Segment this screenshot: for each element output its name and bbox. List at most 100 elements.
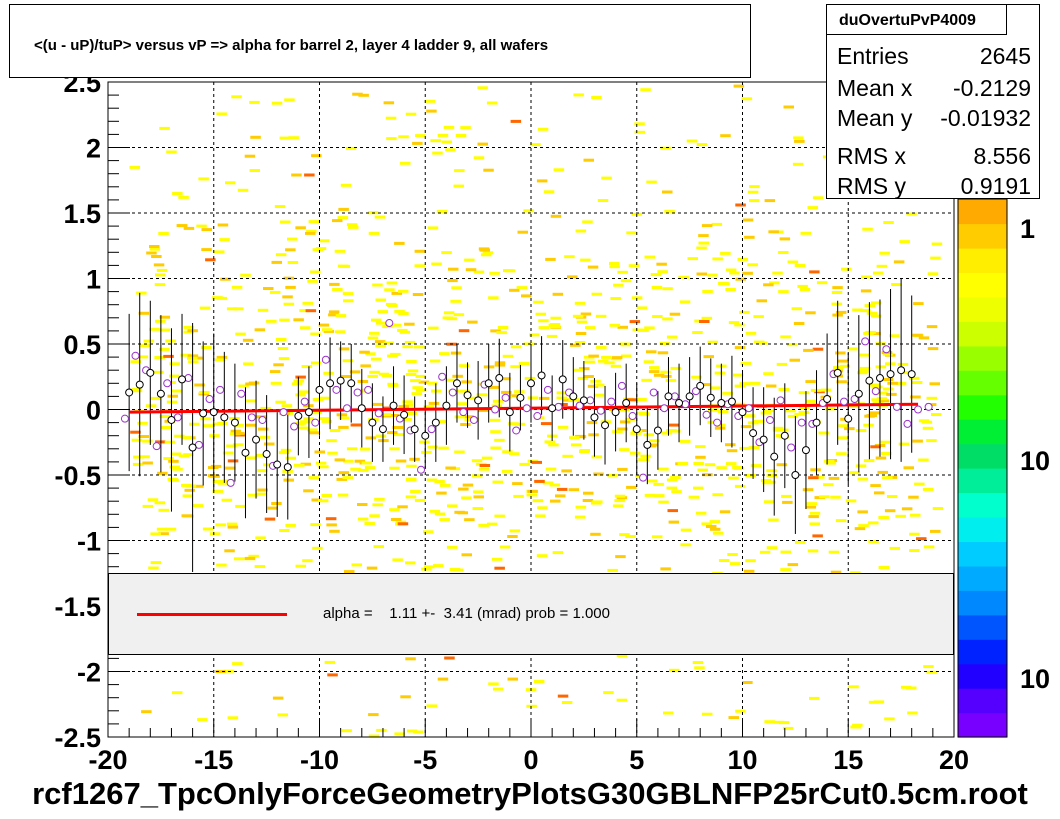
heatmap-cell <box>240 273 251 277</box>
heatmap-cell <box>148 566 159 570</box>
heatmap-cell <box>620 354 632 358</box>
heatmap-cell <box>513 494 524 498</box>
heatmap-cell <box>364 522 375 525</box>
black-profile-point <box>907 370 916 379</box>
heatmap-cell <box>479 248 490 252</box>
purple-profile-point <box>342 404 351 413</box>
heatmap-cell <box>263 463 274 467</box>
heatmap-cell <box>855 464 867 468</box>
heatmap-cell <box>630 431 641 435</box>
heatmap-cell <box>214 250 225 254</box>
purple-profile-point <box>374 409 383 418</box>
black-profile-point <box>579 396 588 405</box>
heatmap-cell <box>616 698 628 702</box>
heatmap-cell <box>310 523 321 527</box>
heatmap-cell <box>404 322 415 326</box>
heatmap-cell <box>395 459 407 463</box>
heatmap-cell <box>648 370 660 374</box>
heatmap-cell <box>733 373 744 377</box>
heatmap-cell <box>579 449 590 452</box>
purple-profile-point <box>237 389 246 398</box>
heatmap-cell <box>307 279 318 283</box>
heatmap-cell <box>537 127 549 131</box>
heatmap-cell <box>719 510 731 514</box>
heatmap-cell <box>590 532 601 536</box>
heatmap-cell <box>278 451 290 455</box>
black-profile-point <box>347 379 356 388</box>
heatmap-cell <box>137 355 149 359</box>
heatmap-cell <box>877 391 888 395</box>
heatmap-cell <box>307 428 318 432</box>
heatmap-cell <box>287 237 298 241</box>
heatmap-cell <box>156 527 168 531</box>
heatmap-cell <box>168 459 179 463</box>
heatmap-cell <box>436 209 448 213</box>
heatmap-cell <box>735 277 746 281</box>
purple-profile-point <box>787 443 796 452</box>
heatmap-cell <box>465 268 477 272</box>
heatmap-cell <box>231 95 242 99</box>
heatmap-cell <box>699 383 711 387</box>
purple-profile-point <box>533 412 542 421</box>
heatmap-cell <box>884 509 896 513</box>
heatmap-cell <box>359 447 371 451</box>
heatmap-cell <box>454 510 465 514</box>
heatmap-cell <box>596 345 607 349</box>
heatmap-cell <box>863 423 874 427</box>
heatmap-cell <box>392 558 403 562</box>
heatmap-cell <box>415 134 426 138</box>
heatmap-cell <box>405 112 417 116</box>
heatmap-cell <box>610 364 622 368</box>
heatmap-cell <box>707 420 718 424</box>
heatmap-cell <box>914 482 925 486</box>
heatmap-cell <box>343 459 354 463</box>
heatmap-cell <box>875 456 887 460</box>
heatmap-cell <box>854 527 866 531</box>
heatmap-cell <box>326 439 337 443</box>
heatmap-cell <box>270 290 281 294</box>
heatmap-cell <box>169 374 180 378</box>
heatmap-cell <box>878 516 889 519</box>
heatmap-cell <box>490 418 501 422</box>
heatmap-cell <box>226 307 238 311</box>
heatmap-cell <box>595 314 607 318</box>
heatmap-cell <box>536 179 548 183</box>
heatmap-cell <box>215 670 226 674</box>
heatmap-cell <box>527 489 538 493</box>
heatmap-cell <box>557 694 569 698</box>
heatmap-cell <box>587 265 599 269</box>
heatmap-cell <box>583 158 594 162</box>
heatmap-cell <box>285 285 296 289</box>
palette-segment <box>958 516 1007 542</box>
heatmap-cell <box>163 457 174 460</box>
heatmap-cell <box>835 351 846 355</box>
purple-profile-point <box>247 413 256 422</box>
heatmap-cell <box>400 161 411 165</box>
heatmap-cell <box>802 488 814 492</box>
heatmap-cell <box>930 529 941 533</box>
heatmap-cell <box>586 421 598 425</box>
heatmap-cell <box>859 366 871 370</box>
heatmap-cell <box>697 468 708 472</box>
heatmap-cell <box>404 340 416 344</box>
heatmap-cell <box>311 361 322 365</box>
heatmap-cell <box>858 369 869 373</box>
heatmap-cell <box>435 420 447 424</box>
heatmap-cell <box>875 342 886 346</box>
heatmap-cell <box>875 365 887 369</box>
heatmap-cell <box>325 517 337 521</box>
heatmap-cell <box>237 188 249 192</box>
heatmap-cell <box>464 258 475 262</box>
heatmap-cell <box>509 529 521 533</box>
heatmap-cell <box>478 523 489 527</box>
heatmap-cell <box>787 563 799 567</box>
heatmap-cell <box>184 488 195 492</box>
palette-label: 10 <box>1020 664 1050 694</box>
heatmap-cell <box>545 257 556 261</box>
heatmap-cell <box>818 431 829 435</box>
heatmap-cell <box>556 487 568 491</box>
heatmap-cell <box>473 490 484 494</box>
purple-profile-point <box>639 473 648 482</box>
heatmap-cell <box>720 251 731 255</box>
heatmap-cell <box>611 356 623 360</box>
